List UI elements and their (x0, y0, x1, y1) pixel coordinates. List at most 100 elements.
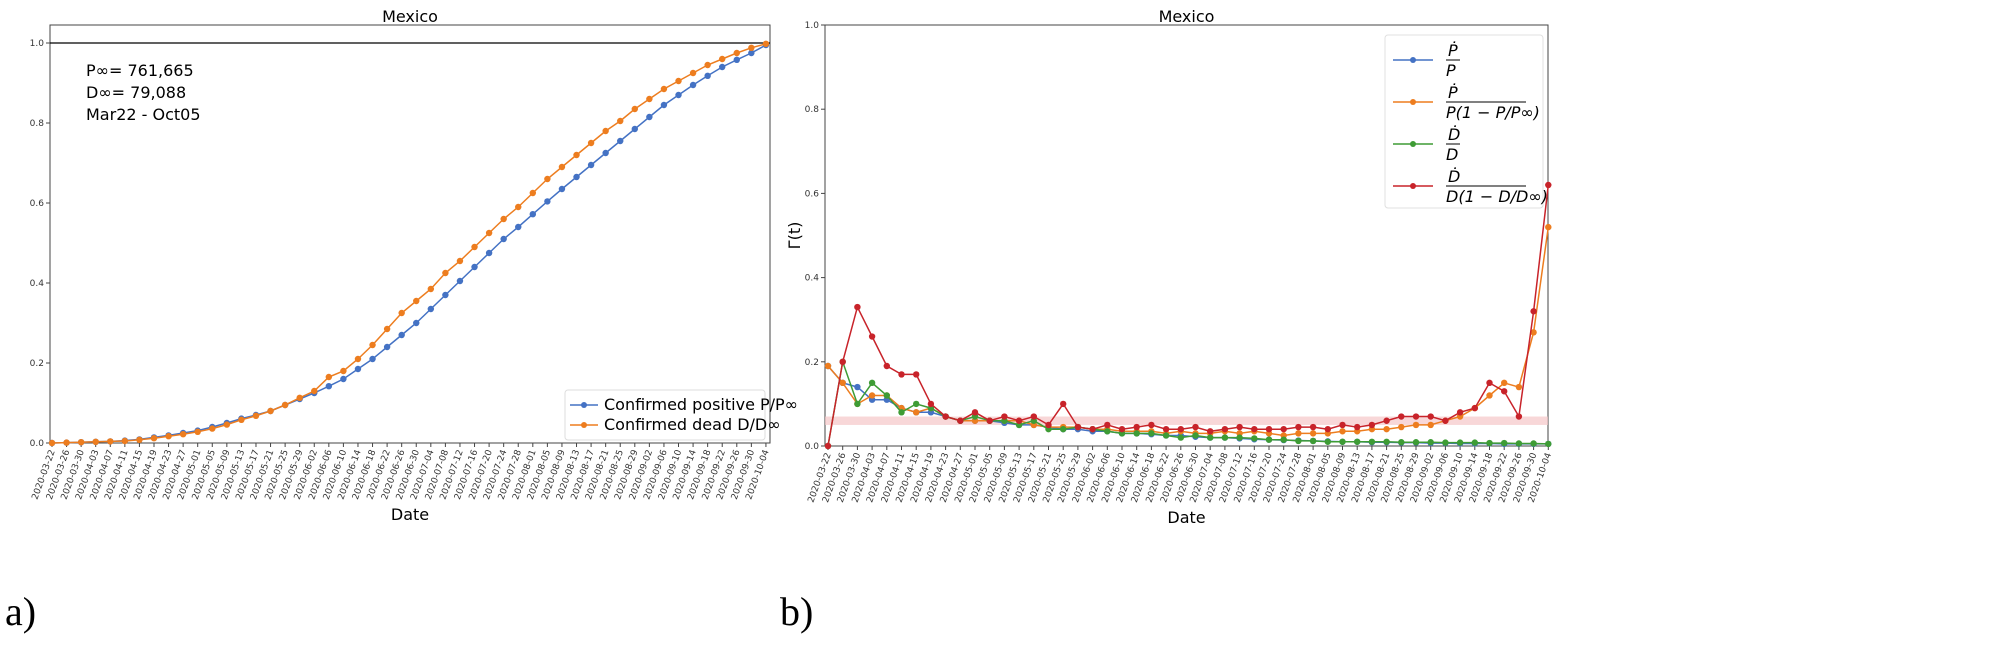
data-point (427, 305, 435, 313)
data-point (369, 355, 376, 363)
data-point (150, 435, 158, 442)
data-point (927, 400, 935, 408)
data-point (1545, 181, 1552, 189)
data-point (719, 63, 726, 71)
data-point (515, 203, 522, 211)
data-point (617, 117, 624, 125)
panel-label-b: b) (780, 589, 813, 634)
data-point (223, 421, 231, 428)
data-point (1339, 438, 1346, 445)
data-point (824, 442, 832, 450)
data-point (631, 105, 638, 113)
y-tick-label: 0.6 (30, 199, 45, 209)
annotation: Mar22 - Oct05 (86, 105, 201, 124)
data-point (1060, 425, 1067, 433)
data-point (1309, 423, 1317, 431)
data-point (913, 409, 920, 416)
data-point (733, 56, 740, 63)
data-point (1133, 423, 1140, 431)
data-point (986, 417, 993, 424)
data-point (383, 343, 391, 351)
data-point (762, 40, 770, 47)
data-point (883, 362, 890, 370)
data-point (485, 229, 493, 237)
data-point (1280, 425, 1287, 433)
data-point (1471, 404, 1479, 412)
data-point (281, 401, 289, 409)
data-point (1486, 392, 1493, 399)
data-point (179, 431, 187, 438)
data-point (1177, 425, 1185, 433)
data-point (704, 72, 711, 80)
data-point (631, 125, 638, 133)
data-point (868, 392, 876, 399)
data-point (913, 400, 920, 408)
y-tick-label: 0.0 (805, 442, 820, 452)
data-point (1486, 379, 1493, 387)
data-point (854, 303, 861, 311)
data-point (413, 297, 420, 305)
data-point (1442, 439, 1449, 446)
y-tick-label: 0.8 (30, 119, 45, 129)
data-point (500, 235, 507, 243)
data-point (121, 437, 129, 445)
data-point (957, 417, 964, 424)
data-point (1383, 425, 1390, 433)
data-point (1192, 432, 1199, 439)
data-point (1442, 417, 1449, 424)
data-point (340, 367, 347, 375)
data-point (1133, 430, 1140, 437)
data-point (1427, 413, 1434, 420)
data-point (1354, 438, 1361, 445)
chart-title: Mexico (382, 7, 438, 26)
data-point (971, 409, 979, 416)
data-point (1368, 438, 1376, 445)
data-point (442, 291, 449, 299)
data-point (1118, 425, 1126, 433)
chart-b: 0.00.20.40.60.81.02020-03-222020-03-2620… (785, 7, 1554, 527)
data-point (1515, 440, 1523, 447)
legend-marker (1410, 99, 1416, 105)
reference-band (825, 416, 1548, 425)
data-point (1295, 423, 1302, 431)
data-point (267, 407, 274, 415)
data-point (1236, 423, 1243, 431)
y-axis-label: Γ(t) (785, 222, 804, 250)
data-point (544, 198, 551, 205)
data-point (456, 257, 464, 265)
y-tick-label: 0.4 (30, 279, 45, 289)
x-axis-label: Date (1167, 508, 1205, 527)
data-point (1265, 436, 1273, 443)
data-point (209, 425, 216, 432)
y-tick-label: 0.2 (805, 358, 819, 368)
data-point (515, 223, 522, 231)
data-point (1545, 223, 1552, 231)
data-point (252, 412, 260, 419)
data-point (1177, 434, 1185, 441)
data-point (1030, 413, 1038, 420)
data-point (325, 383, 333, 390)
legend-label: Confirmed positive P/P∞ (604, 395, 798, 414)
data-point (617, 137, 624, 145)
data-point (602, 127, 609, 135)
data-point (544, 175, 551, 183)
data-point (1412, 413, 1420, 420)
data-point (689, 81, 697, 89)
data-point (1383, 417, 1390, 424)
data-point (325, 373, 333, 381)
data-point (1368, 421, 1376, 429)
legend-numerator: Ṗ (1448, 41, 1458, 60)
plot-area (49, 24, 771, 444)
chart-a: 0.00.20.40.60.81.02020-03-222020-03-2620… (30, 7, 798, 524)
legend-denominator: P (1446, 61, 1456, 80)
y-tick-label: 1.0 (805, 21, 820, 31)
data-point (165, 433, 172, 440)
data-point (1515, 383, 1523, 391)
data-point (748, 44, 755, 51)
data-point (1398, 439, 1405, 446)
y-tick-label: 0.0 (30, 439, 45, 449)
data-point (1221, 434, 1229, 441)
data-point (383, 325, 391, 333)
data-point (1192, 423, 1199, 431)
data-point (1427, 439, 1434, 446)
